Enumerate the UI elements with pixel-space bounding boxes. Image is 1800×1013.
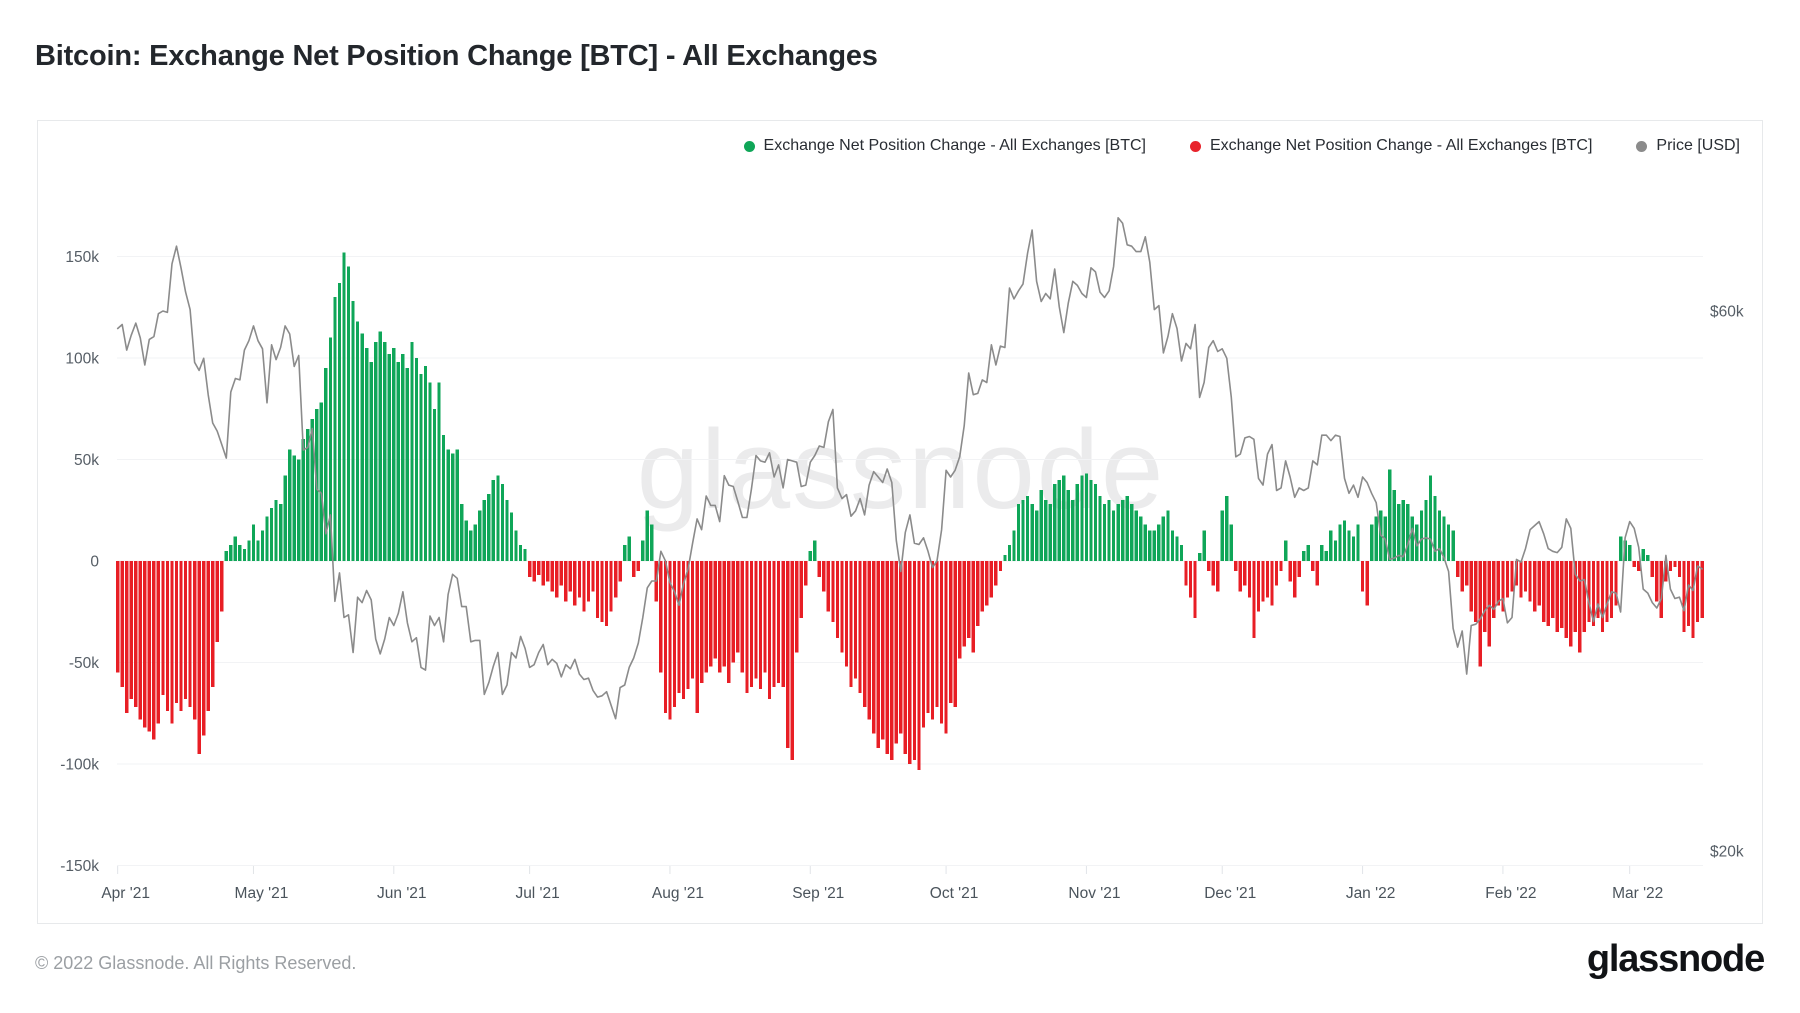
page-title: Bitcoin: Exchange Net Position Change [B… — [35, 40, 878, 72]
svg-text:Oct '21: Oct '21 — [930, 885, 979, 902]
chart-canvas: 150k 100k 50k 0 -50k -100k -150k $60k $20k Apr '2… — [60, 141, 1744, 902]
svg-text:$60k: $60k — [1710, 304, 1744, 321]
svg-text:Apr '21: Apr '21 — [101, 885, 150, 902]
svg-text:Dec '21: Dec '21 — [1204, 885, 1256, 902]
svg-text:150k: 150k — [65, 249, 99, 266]
svg-text:-50k: -50k — [69, 655, 99, 672]
legend-label: Exchange Net Position Change - All Excha… — [763, 137, 1146, 154]
svg-text:0: 0 — [90, 554, 99, 571]
price-line — [116, 217, 1703, 720]
legend-item-price[interactable]: Price [USD] — [1636, 137, 1740, 155]
green-dot-icon — [743, 140, 755, 152]
svg-text:Nov '21: Nov '21 — [1068, 885, 1120, 902]
copyright-text: © 2022 Glassnode. All Rights Reserved. — [35, 953, 357, 973]
svg-text:50k: 50k — [74, 452, 99, 469]
svg-text:Feb '22: Feb '22 — [1485, 885, 1536, 902]
netflow-bars — [116, 252, 1704, 771]
chart-card: Exchange Net Position Change - All Excha… — [37, 120, 1763, 924]
svg-text:$20k: $20k — [1710, 844, 1744, 861]
legend-item-netflow-negative[interactable]: Exchange Net Position Change - All Excha… — [1189, 137, 1593, 155]
axis-labels: 150k 100k 50k 0 -50k -100k -150k $60k $20k Apr '2… — [60, 249, 1744, 902]
glassnode-logo: glassnode — [1586, 938, 1765, 980]
svg-text:-100k: -100k — [60, 757, 99, 774]
svg-text:Mar '22: Mar '22 — [1612, 885, 1663, 902]
plot-area[interactable] — [102, 141, 1703, 881]
red-dot-icon — [1189, 140, 1201, 152]
svg-text:Jul '21: Jul '21 — [515, 885, 559, 902]
svg-text:100k: 100k — [65, 351, 99, 368]
legend-label: Exchange Net Position Change - All Excha… — [1209, 137, 1593, 154]
svg-text:Jun '21: Jun '21 — [377, 885, 427, 902]
svg-text:May '21: May '21 — [235, 885, 289, 902]
gray-dot-icon — [1636, 140, 1648, 152]
legend-label: Price [USD] — [1656, 137, 1740, 154]
svg-text:Aug '21: Aug '21 — [652, 885, 704, 902]
chart-legend: Exchange Net Position Change - All Excha… — [743, 137, 1740, 155]
svg-text:Sep '21: Sep '21 — [792, 885, 844, 902]
legend-item-netflow-positive[interactable]: Exchange Net Position Change - All Excha… — [743, 137, 1146, 155]
svg-text:-150k: -150k — [60, 858, 99, 875]
svg-text:Jan '22: Jan '22 — [1346, 885, 1396, 902]
